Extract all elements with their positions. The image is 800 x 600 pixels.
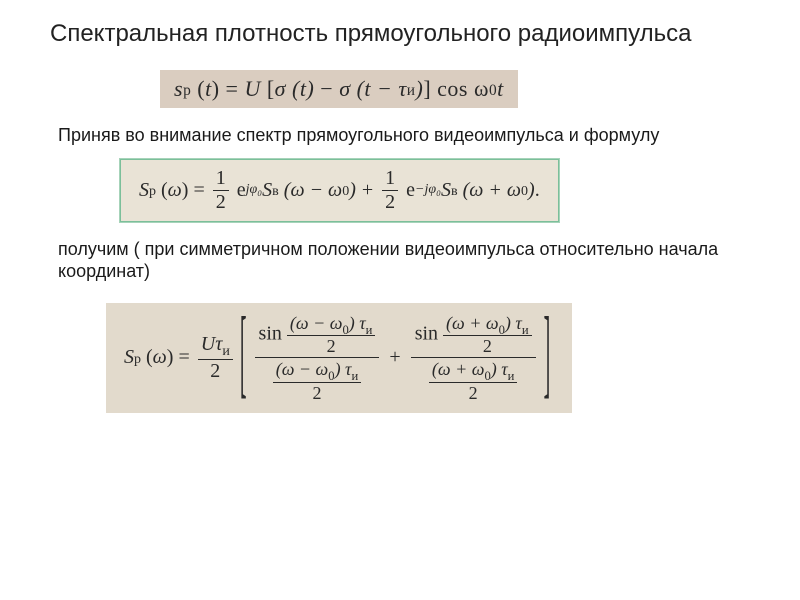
eq3-sp: p bbox=[134, 352, 141, 368]
eq3-open: ( bbox=[141, 346, 153, 369]
slide: Спектральная плотность прямоугольного ра… bbox=[0, 0, 800, 600]
eq1-lhs-arg-close: ) = bbox=[212, 76, 245, 102]
eq3-coef: Uτи 2 bbox=[198, 334, 233, 382]
eq2-sv2: S bbox=[441, 179, 451, 202]
eq3-s: S bbox=[124, 346, 134, 369]
eq2-arg2-close: ) bbox=[528, 179, 535, 202]
eq3-d1a: (ω − ω bbox=[276, 359, 329, 379]
eq2-half2-num: 1 bbox=[382, 168, 398, 189]
eq2-plus: + bbox=[362, 179, 373, 202]
eq1-cos: cos ω bbox=[437, 76, 489, 102]
eq2-e1: e bbox=[237, 179, 246, 202]
eq3-term1: sin (ω − ω0) τи 2 (ω − ω0) τи 2 bbox=[255, 313, 380, 403]
eq2-arg: ω bbox=[168, 179, 182, 202]
paragraph-1: Приняв во внимание спектр прямоугольного… bbox=[58, 124, 750, 147]
paragraph-2: получим ( при симметричном положении вид… bbox=[58, 238, 750, 283]
eq3-n1sub: 0 bbox=[342, 323, 348, 337]
eq2-exp1: jφ₀ bbox=[246, 182, 263, 198]
eq3-d1ts: и bbox=[352, 369, 359, 383]
eq1-minus-glyph: − bbox=[320, 76, 333, 102]
eq2-arg1-sub: 0 bbox=[342, 184, 349, 200]
eq3-d1den: 2 bbox=[309, 384, 324, 402]
equation-2: Sp (ω) = 1 2 ejφ₀ Sв (ω − ω0) + 1 2 e−jφ… bbox=[120, 159, 559, 222]
eq2-s: S bbox=[139, 179, 149, 202]
eq3-d2ts: и bbox=[508, 369, 515, 383]
eq2-half-2: 1 2 bbox=[382, 168, 398, 213]
eq3-d2b: ) τ bbox=[491, 359, 508, 379]
eq2-half1-num: 1 bbox=[213, 168, 229, 189]
eq2-sv2-sub: в bbox=[451, 184, 458, 200]
eq1-lhs-sym: s bbox=[174, 76, 183, 102]
eq1-tau-sub: и bbox=[407, 82, 416, 100]
eq1-sigma2-close: ) bbox=[415, 76, 423, 102]
eq2-e2: e bbox=[406, 179, 415, 202]
eq2-arg1-close: ) bbox=[349, 179, 356, 202]
eq2-exp2: −jφ₀ bbox=[415, 182, 441, 198]
eq1-lhs-arg-open: ( bbox=[191, 76, 205, 102]
eq3-n1a: (ω − ω bbox=[290, 313, 343, 333]
eq3-n1b: ) τ bbox=[349, 313, 366, 333]
eq1-cos-sub: 0 bbox=[489, 82, 497, 100]
eq2-half2-den: 2 bbox=[382, 192, 398, 213]
eq1-bracket-open: [ bbox=[261, 76, 275, 102]
eq2-open: ( bbox=[156, 179, 168, 202]
eq3-arg: ω bbox=[153, 346, 167, 369]
eq3-n2den: 2 bbox=[480, 337, 495, 355]
title: Спектральная плотность прямоугольного ра… bbox=[50, 20, 750, 48]
eq2-sv1: S bbox=[262, 179, 272, 202]
eq3-d1sub: 0 bbox=[328, 369, 334, 383]
equation-1: s p (t) = U [ σ (t) − σ (t − τи) ] cos ω… bbox=[160, 70, 518, 108]
eq2-close: ) = bbox=[182, 179, 210, 202]
eq2-arg1: (ω − ω bbox=[284, 179, 342, 202]
eq3-sin2: sin bbox=[415, 322, 438, 344]
eq2-period: . bbox=[535, 179, 540, 202]
eq3-sin1: sin bbox=[259, 322, 282, 344]
eq3-n1den: 2 bbox=[324, 337, 339, 355]
eq1-bracket-close: ] bbox=[423, 76, 437, 102]
eq3-n2b: ) τ bbox=[505, 313, 522, 333]
eq2-half-1: 1 2 bbox=[213, 168, 229, 213]
eq1-lhs-sub: p bbox=[183, 82, 191, 100]
equation-3: Sp (ω) = Uτи 2 [ sin (ω − ω0) τи 2 bbox=[106, 303, 572, 413]
eq3-d2den: 2 bbox=[466, 384, 481, 402]
eq2-sp: p bbox=[149, 184, 156, 200]
eq1-cos-t: t bbox=[497, 76, 504, 102]
eq3-d2sub: 0 bbox=[484, 369, 490, 383]
eq3-close: ) = bbox=[167, 346, 195, 369]
eq3-term2: sin (ω + ω0) τи 2 (ω + ω0) τи 2 bbox=[411, 313, 536, 403]
eq3-plus: + bbox=[389, 346, 400, 369]
eq2-sv1-sub: в bbox=[272, 184, 279, 200]
eq3-coef-num: Uτ bbox=[201, 333, 223, 355]
eq3-d2a: (ω + ω bbox=[432, 359, 485, 379]
eq3-n2a: (ω + ω bbox=[446, 313, 499, 333]
eq1-sigma2: σ (t − τ bbox=[339, 76, 407, 102]
eq3-d1b: ) τ bbox=[335, 359, 352, 379]
eq1-U: U bbox=[244, 76, 260, 102]
eq3-n1ts: и bbox=[366, 323, 373, 337]
eq2-arg2: (ω + ω bbox=[463, 179, 521, 202]
bracket-close-icon: ] bbox=[544, 300, 551, 415]
eq3-n2sub: 0 bbox=[499, 323, 505, 337]
eq2-half1-den: 2 bbox=[213, 192, 229, 213]
eq1-sigma1: σ (t) bbox=[275, 76, 315, 102]
eq3-n2ts: и bbox=[522, 323, 529, 337]
eq1-lhs-arg: t bbox=[205, 76, 212, 102]
eq2-arg2-sub: 0 bbox=[521, 184, 528, 200]
eq3-coef-den: 2 bbox=[207, 361, 223, 382]
eq3-coef-sub: и bbox=[222, 344, 230, 359]
bracket-open-icon: [ bbox=[240, 300, 247, 415]
